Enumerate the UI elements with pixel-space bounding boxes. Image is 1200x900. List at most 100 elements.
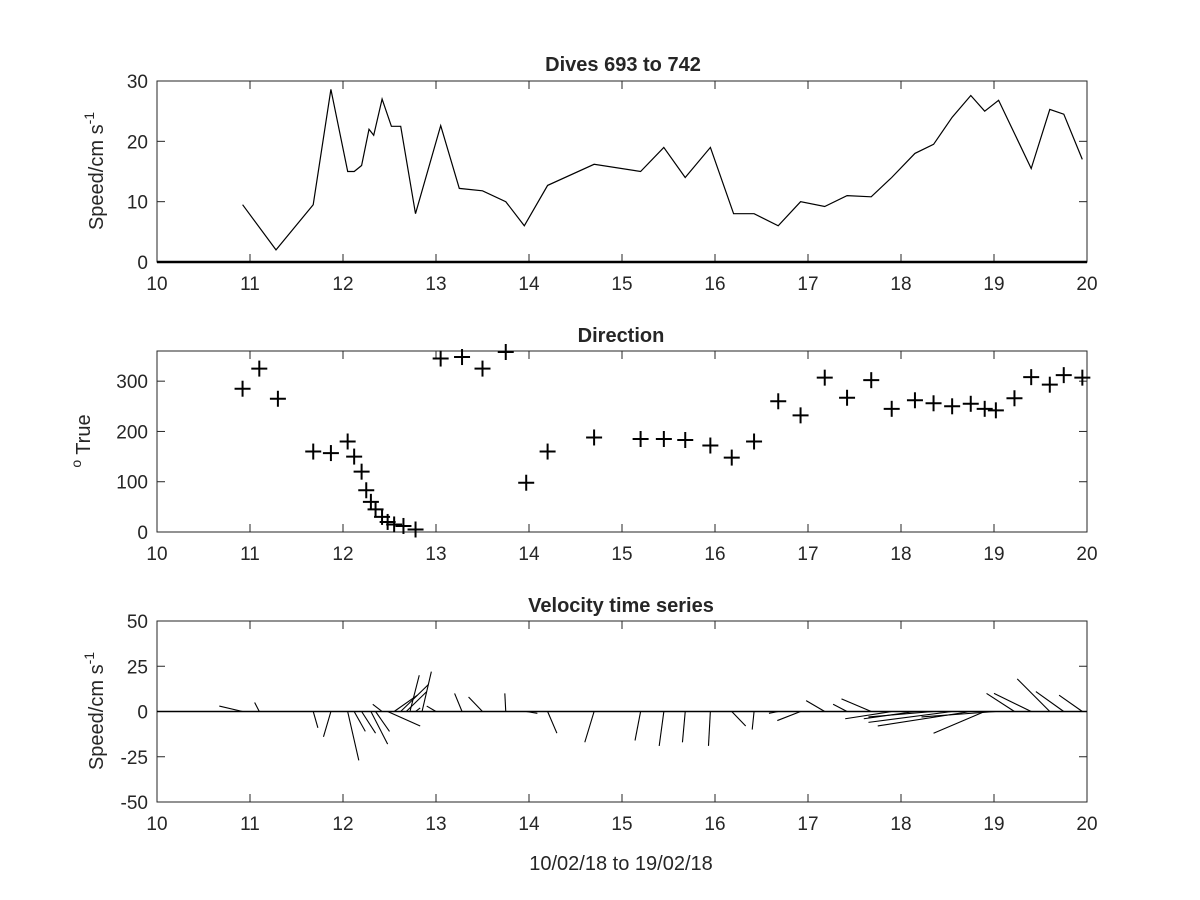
data-point	[251, 360, 268, 377]
velocity-stick	[322, 711, 332, 737]
panel-speed-ylabel: Speed/cm s-1	[81, 112, 108, 230]
data-point	[269, 390, 286, 407]
data-point	[944, 398, 961, 415]
x-tick-label: 18	[890, 274, 911, 295]
velocity-stick	[868, 710, 953, 723]
velocity-stick	[409, 675, 420, 712]
data-point	[305, 443, 322, 460]
data-point	[497, 344, 514, 361]
velocity-stick	[254, 702, 260, 712]
velocity-stick	[681, 711, 686, 743]
x-tick-label: 19	[983, 274, 1004, 295]
data-point	[987, 402, 1004, 419]
velocity-stick	[1035, 691, 1065, 712]
data-point	[746, 433, 763, 450]
velocity-stick	[658, 711, 665, 746]
x-tick-label: 16	[704, 544, 725, 565]
data-point	[234, 380, 251, 397]
data-point	[1074, 369, 1091, 386]
data-point	[1041, 376, 1058, 393]
velocity-stick	[868, 710, 934, 718]
data-point	[339, 433, 356, 450]
panel-velocity-ylabel: Speed/cm s-1	[81, 652, 108, 770]
x-tick-label: 11	[240, 274, 260, 295]
velocity-stick	[841, 698, 872, 713]
velocity-stick	[353, 711, 366, 732]
y-tick-label: 0	[137, 703, 148, 724]
x-tick-label: 12	[332, 544, 353, 565]
velocity-stick	[584, 711, 595, 743]
velocity-stick	[312, 711, 319, 728]
velocity-stick	[768, 710, 779, 714]
data-point	[386, 516, 403, 533]
x-tick-label: 13	[425, 274, 446, 295]
panel-direction-ylabel-text: True	[73, 414, 95, 454]
x-tick-label: 12	[332, 814, 353, 835]
panel-speed-marks	[157, 89, 1087, 264]
velocity-stick	[454, 693, 463, 712]
panel-speed-ylabel-sup: -1	[81, 112, 97, 125]
x-tick-label: 17	[797, 274, 818, 295]
panel-direction-axes	[156, 350, 1088, 533]
data-point	[677, 431, 694, 448]
panel-velocity-xlabel: 10/02/18 to 19/02/18	[529, 853, 713, 875]
data-point	[863, 372, 880, 389]
y-tick-label: 200	[116, 422, 148, 443]
x-tick-label: 10	[146, 544, 167, 565]
velocity-stick	[468, 696, 483, 712]
panel-velocity: Velocity time series 10 11 12 13 14 15 16 17 18 1…	[81, 595, 1098, 875]
panel-direction-title: Direction	[578, 325, 665, 347]
data-point	[770, 393, 787, 410]
velocity-stick	[832, 703, 848, 712]
series-line	[242, 89, 1083, 251]
velocity-stick	[372, 703, 383, 712]
velocity-stick	[547, 711, 558, 734]
data-point	[655, 430, 672, 447]
panel-speed-axes	[156, 80, 1088, 263]
x-tick-label: 14	[518, 274, 540, 295]
data-point	[839, 389, 856, 406]
x-tick-label: 17	[797, 544, 818, 565]
panel-speed: Dives 693 to 742 10 11 12 13 14 15 16 17 18 19 20 0…	[81, 54, 1098, 295]
data-point	[518, 474, 535, 491]
y-tick-label: 100	[116, 473, 148, 494]
x-tick-label: 11	[240, 814, 260, 835]
data-point	[906, 392, 923, 409]
velocity-stick	[986, 692, 1015, 712]
velocity-stick	[634, 711, 642, 741]
velocity-stick	[405, 691, 428, 712]
velocity-stick	[387, 710, 421, 727]
x-tick-label: 15	[611, 544, 632, 565]
data-point	[1055, 367, 1072, 384]
data-point	[407, 521, 424, 538]
data-point	[632, 430, 649, 447]
velocity-stick	[751, 711, 755, 730]
x-tick-label: 20	[1076, 274, 1097, 295]
velocity-stick	[361, 711, 377, 734]
velocity-stick	[415, 707, 421, 712]
velocity-stick	[921, 710, 996, 718]
velocity-stick	[1058, 694, 1083, 712]
data-point	[816, 369, 833, 386]
data-point	[539, 443, 556, 460]
x-tick-label: 13	[425, 814, 446, 835]
data-point	[976, 400, 993, 417]
x-tick-label: 20	[1076, 814, 1097, 835]
data-point	[702, 437, 719, 454]
velocity-stick	[504, 693, 507, 712]
data-point	[367, 501, 384, 518]
y-tick-label: 50	[127, 612, 148, 633]
velocity-stick	[347, 711, 360, 761]
data-point	[586, 429, 603, 446]
data-point	[379, 513, 396, 530]
x-tick-label: 10	[146, 274, 167, 295]
panel-direction-marks	[234, 344, 1091, 538]
panel-velocity-marks	[157, 671, 1087, 761]
panel-velocity-ylabel-text: Speed/cm s	[86, 664, 108, 770]
data-point	[322, 445, 339, 462]
velocity-stick	[777, 710, 801, 722]
x-tick-label: 12	[332, 274, 353, 295]
